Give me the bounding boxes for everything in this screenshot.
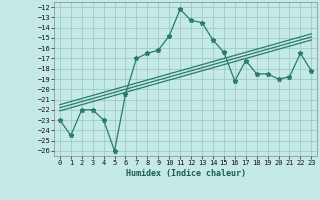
X-axis label: Humidex (Indice chaleur): Humidex (Indice chaleur) — [125, 169, 246, 178]
